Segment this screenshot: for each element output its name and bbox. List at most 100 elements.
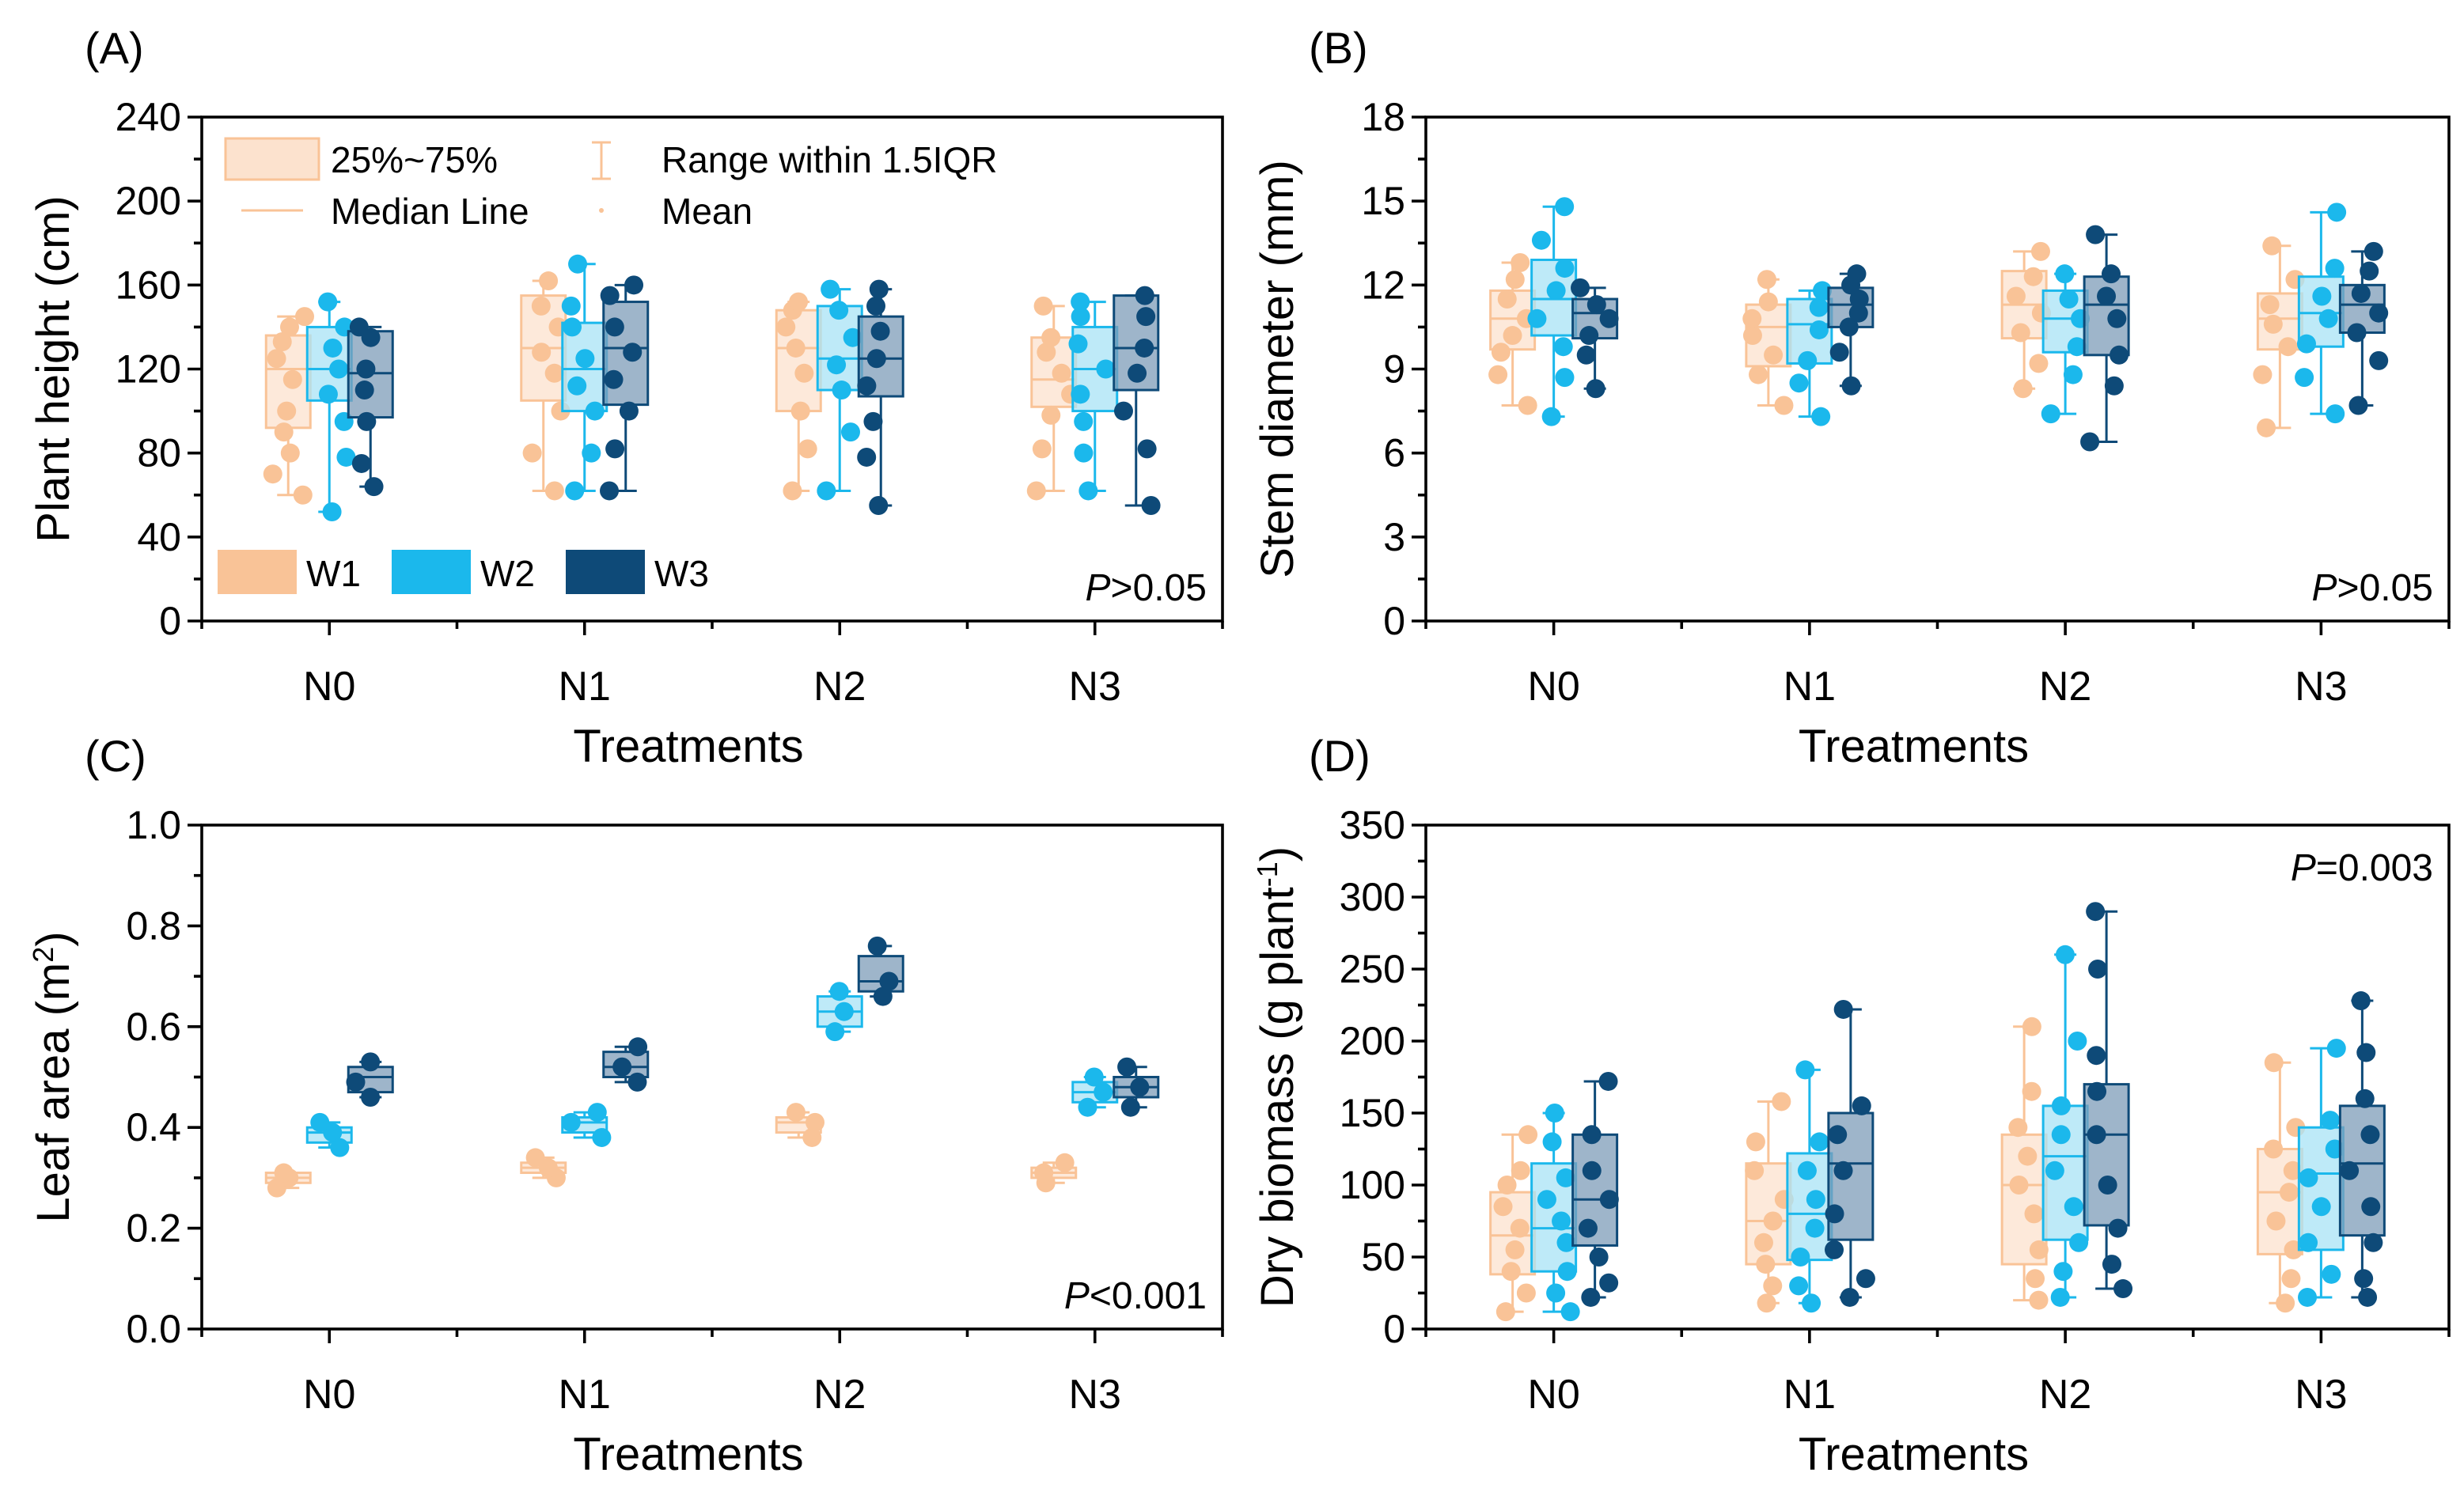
data-point: [873, 986, 893, 1006]
legend-swatch-w3: [566, 550, 645, 594]
y-axis-title-tail: ): [1252, 846, 1303, 861]
box-W3-N0: [347, 317, 394, 497]
x-tick-label: N3: [1069, 664, 1121, 710]
data-point: [1137, 439, 1157, 459]
data-point: [1041, 405, 1061, 425]
data-point: [1848, 303, 1868, 323]
p-value: <0.001: [1090, 1275, 1207, 1317]
data-point: [539, 271, 559, 291]
y-axis-title-tail: ): [28, 931, 79, 946]
p-letter: P: [2312, 567, 2337, 609]
box-W3-N0: [346, 1052, 394, 1107]
data-point: [2064, 1197, 2083, 1217]
data-point: [1135, 286, 1154, 305]
x-tick-label: N0: [1527, 664, 1579, 710]
box-W1-N1: [1742, 270, 1794, 415]
legend-median-label: Median Line: [331, 191, 529, 232]
data-point: [565, 481, 585, 501]
panel-label: (A): [85, 23, 144, 73]
data-point: [2087, 1081, 2107, 1101]
plot-frame: [1424, 115, 2451, 623]
data-point: [1055, 1153, 1075, 1172]
box-W1-N3: [2256, 1053, 2306, 1313]
y-axis-title: Dry biomass (g plant-1): [1251, 846, 1304, 1308]
data-point: [1071, 292, 1090, 312]
legend-swatch-w1: [218, 550, 297, 594]
data-point: [2361, 1197, 2381, 1217]
data-point: [1084, 1067, 1104, 1087]
data-point: [563, 317, 582, 337]
data-point: [2069, 1232, 2089, 1252]
data-point: [1034, 1163, 1054, 1183]
box-W3-N3: [1113, 1057, 1160, 1117]
box-W2-N1: [1786, 281, 1833, 426]
data-point: [829, 301, 849, 320]
data-point: [806, 1112, 825, 1132]
data-point: [1545, 1104, 1564, 1123]
data-point: [2050, 1287, 2070, 1307]
y-tick-label: 6: [1383, 431, 1405, 475]
data-point: [532, 343, 552, 362]
data-point: [1096, 359, 1116, 379]
data-point: [623, 343, 643, 362]
p-letter: P: [2291, 847, 2316, 889]
data-point: [351, 453, 371, 473]
p-value: =0.003: [2316, 847, 2433, 889]
y-tick-label: 0.6: [126, 1005, 181, 1049]
data-point: [2024, 1204, 2044, 1224]
box-W1-N1: [520, 1148, 567, 1187]
data-point: [2023, 267, 2043, 286]
data-point: [2006, 286, 2026, 306]
data-point: [1531, 230, 1551, 250]
data-point: [1128, 363, 1147, 383]
data-point: [1758, 292, 1778, 312]
data-point: [1553, 337, 1573, 357]
data-point: [1852, 1096, 1871, 1115]
p-value-label: P=0.003: [2291, 847, 2433, 889]
data-point: [1763, 1211, 1783, 1231]
data-point: [1599, 309, 1619, 328]
data-point: [870, 321, 890, 341]
p-value-label: P<0.001: [1064, 1275, 1207, 1317]
data-point: [1113, 401, 1133, 421]
box-W3-N1: [602, 1037, 650, 1092]
data-point: [2325, 259, 2345, 278]
data-point: [575, 349, 595, 369]
data-point: [2369, 303, 2389, 323]
box-W2-N2: [2041, 945, 2089, 1307]
data-point: [2088, 960, 2108, 979]
data-point: [2063, 365, 2083, 384]
data-point: [1120, 1097, 1140, 1117]
data-point: [1130, 1077, 1150, 1097]
data-point: [330, 1138, 350, 1157]
box-W3-N0: [1571, 278, 1619, 399]
data-point: [2110, 345, 2129, 365]
data-point: [1802, 1293, 1821, 1313]
data-point: [827, 355, 847, 375]
data-point: [869, 279, 889, 299]
data-point: [1828, 1125, 1848, 1145]
data-point: [2312, 286, 2332, 306]
data-point: [2360, 261, 2379, 281]
data-point: [361, 1052, 381, 1072]
data-point: [1772, 1092, 1791, 1111]
x-axis-title: Treatments: [1799, 721, 2029, 772]
data-point: [2280, 1183, 2299, 1202]
data-point: [263, 464, 282, 484]
x-tick-label: N2: [2039, 664, 2091, 710]
x-tick-label: N2: [813, 1372, 866, 1418]
data-point: [2348, 396, 2368, 415]
data-point: [1753, 1232, 1773, 1252]
data-point: [2298, 1287, 2318, 1307]
box-W3-N2: [857, 936, 904, 1006]
data-point: [2026, 1269, 2045, 1289]
y-tick-label: 0.2: [126, 1206, 181, 1251]
data-point: [1578, 1218, 1598, 1238]
data-point: [346, 1072, 366, 1092]
data-point: [2008, 1118, 2028, 1138]
data-point: [329, 359, 349, 379]
data-point: [2009, 1176, 2029, 1195]
y-tick-label: 50: [1361, 1235, 1405, 1279]
data-point: [1033, 296, 1053, 316]
data-point: [561, 1112, 581, 1132]
